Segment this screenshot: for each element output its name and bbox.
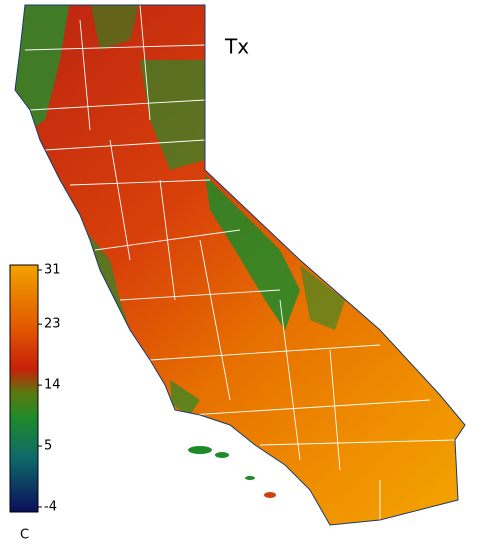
colorbar-tick-label: 23	[44, 317, 61, 332]
islands	[188, 446, 276, 498]
colorbar-tick-label: 5	[44, 439, 52, 454]
colorbar-tick-label: -4	[44, 500, 57, 515]
colorbar-tick-label: 31	[44, 263, 61, 278]
state-outline	[14, 4, 466, 526]
colorbar-unit: C	[20, 528, 29, 543]
county-lines	[24, 5, 456, 520]
colorbar-tick-label: 14	[44, 378, 61, 393]
map-title: Tx	[224, 35, 249, 59]
colorbar	[9, 264, 39, 513]
